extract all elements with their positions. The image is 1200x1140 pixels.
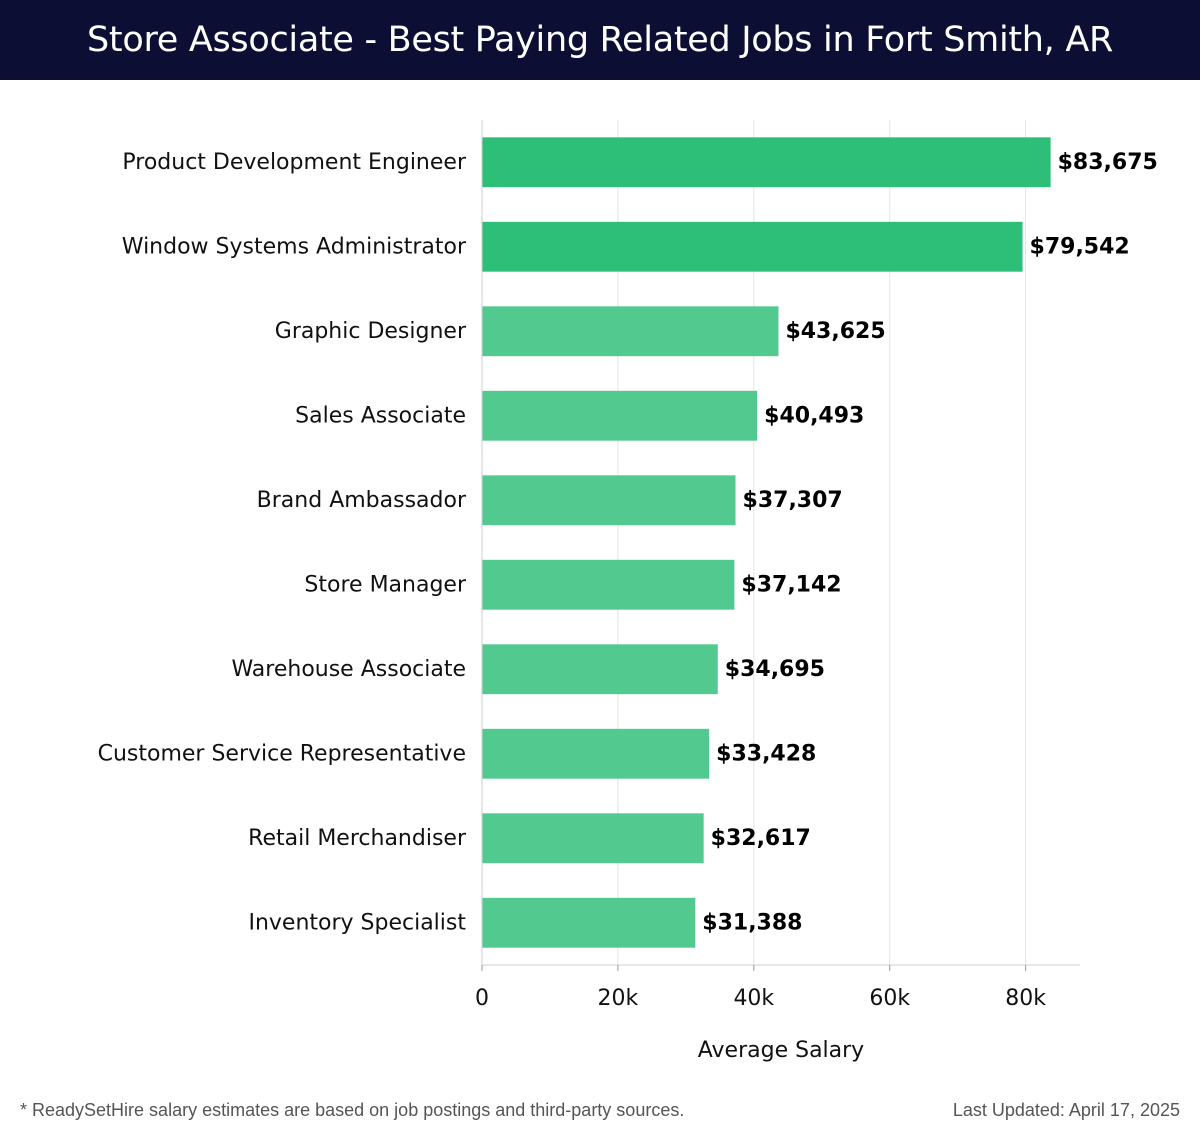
chart-header: Store Associate - Best Paying Related Jo… (0, 0, 1200, 80)
value-labels: $83,675 $79,542 $43,625 $40,493 $37,307 $37,1… (702, 150, 1158, 936)
bar (482, 306, 779, 357)
x-tick-label: 80k (1005, 986, 1046, 1011)
bar (482, 390, 758, 441)
category-label: Store Manager (304, 572, 467, 597)
category-label: Customer Service Representative (98, 741, 466, 766)
bar (482, 475, 736, 526)
category-label: Retail Merchandiser (248, 826, 467, 851)
bar-chart: Product Development Engineer Window Syste… (98, 120, 1158, 1063)
x-tick-label: 60k (869, 986, 910, 1011)
value-label: $34,695 (725, 657, 825, 682)
value-label: $32,617 (711, 826, 811, 851)
last-updated: Last Updated: April 17, 2025 (952, 1100, 1180, 1120)
x-tick-label: 20k (598, 986, 639, 1011)
value-label: $33,428 (716, 741, 816, 766)
bar (482, 644, 718, 695)
category-label: Inventory Specialist (248, 910, 466, 935)
category-label: Window Systems Administrator (122, 234, 467, 259)
value-label: $31,388 (702, 910, 802, 935)
chart-title: Store Associate - Best Paying Related Jo… (87, 20, 1113, 60)
bar (482, 559, 735, 610)
x-tick-label: 40k (733, 986, 774, 1011)
bar (482, 897, 696, 948)
value-label: $43,625 (785, 319, 885, 344)
bar (482, 137, 1051, 188)
category-label: Graphic Designer (275, 319, 467, 344)
value-label: $37,142 (741, 572, 841, 597)
x-axis: 0 20k 40k 60k 80k Average Salary (475, 120, 1080, 1063)
value-label: $79,542 (1030, 234, 1130, 259)
x-tick-label: 0 (475, 986, 489, 1011)
footer-note: * ReadySetHire salary estimates are base… (20, 1100, 685, 1120)
category-label: Warehouse Associate (231, 657, 466, 682)
category-labels: Product Development Engineer Window Syste… (98, 150, 467, 936)
category-label: Product Development Engineer (122, 150, 467, 175)
category-label: Sales Associate (295, 403, 466, 428)
value-label: $83,675 (1058, 150, 1158, 175)
value-label: $40,493 (764, 403, 864, 428)
x-axis-title: Average Salary (698, 1038, 864, 1063)
bar (482, 728, 710, 779)
value-label: $37,307 (743, 488, 843, 513)
category-label: Brand Ambassador (257, 488, 467, 513)
bar (482, 221, 1023, 272)
bars (482, 137, 1051, 948)
bar (482, 813, 704, 864)
